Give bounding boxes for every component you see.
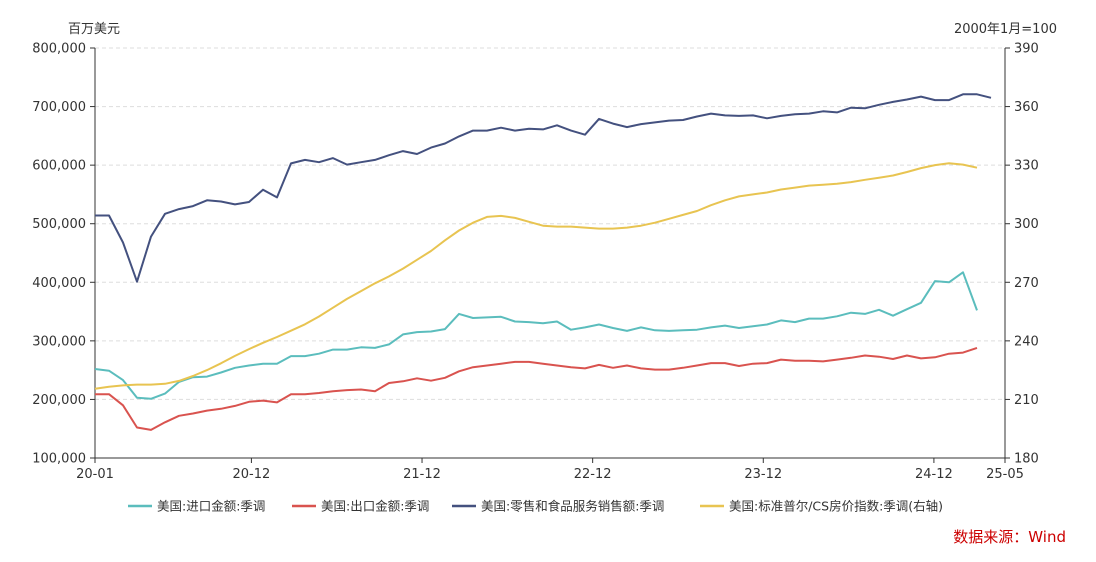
x-axis-tick-label: 22-12 — [574, 467, 612, 482]
right-axis-tick-label: 240 — [1014, 334, 1039, 349]
left-axis-tick-label: 200,000 — [32, 393, 86, 408]
right-axis-tick-label: 360 — [1014, 100, 1039, 115]
series-line-3 — [95, 93, 992, 283]
right-axis-tick-label: 180 — [1014, 452, 1039, 467]
x-axis-tick-label: 24-12 — [915, 467, 953, 482]
legend-label: 美国:标准普尔/CS房价指数:季调(右轴) — [729, 499, 943, 514]
x-axis-tick-label: 20-01 — [76, 467, 114, 482]
x-axis-tick-label: 20-12 — [233, 467, 271, 482]
series-line-1 — [94, 271, 978, 400]
right-axis-tick-label: 210 — [1014, 393, 1039, 408]
right-axis-unit: 2000年1月=100 — [954, 22, 1057, 37]
right-axis-tick-label: 330 — [1014, 159, 1039, 174]
series-line-4 — [94, 162, 978, 390]
series-line-2 — [95, 346, 978, 431]
left-axis-tick-label: 600,000 — [32, 159, 86, 174]
right-axis-tick-label: 300 — [1014, 217, 1039, 232]
left-axis-tick-label: 100,000 — [32, 452, 86, 467]
right-axis-tick-label: 390 — [1014, 42, 1039, 57]
left-axis-unit: 百万美元 — [68, 22, 120, 37]
left-axis-tick-label: 700,000 — [32, 100, 86, 115]
legend-label: 美国:出口金额:季调 — [321, 499, 429, 514]
left-axis-tick-label: 500,000 — [32, 217, 86, 232]
left-axis-tick-label: 800,000 — [32, 42, 86, 57]
grid-lines — [95, 47, 1005, 400]
legend-label: 美国:零售和食品服务销售额:季调 — [481, 499, 664, 514]
legend: 美国:进口金额:季调 美国:出口金额:季调 美国:零售和食品服务销售额:季调 美国:标… — [128, 499, 943, 514]
x-axis-tick-label: 23-12 — [744, 467, 782, 482]
axes: 100,000 180 200,000 210 300,000 240 400,000 270… — [32, 42, 1039, 483]
left-axis-tick-label: 300,000 — [32, 334, 86, 349]
data-source: 数据来源：Wind — [953, 528, 1066, 546]
series-lines — [94, 93, 992, 431]
right-axis-tick-label: 270 — [1014, 276, 1039, 291]
x-axis-tick-label: 25-05 — [986, 467, 1024, 482]
x-axis-tick-label: 21-12 — [403, 467, 441, 482]
left-axis-tick-label: 400,000 — [32, 276, 86, 291]
legend-label: 美国:进口金额:季调 — [157, 499, 265, 514]
